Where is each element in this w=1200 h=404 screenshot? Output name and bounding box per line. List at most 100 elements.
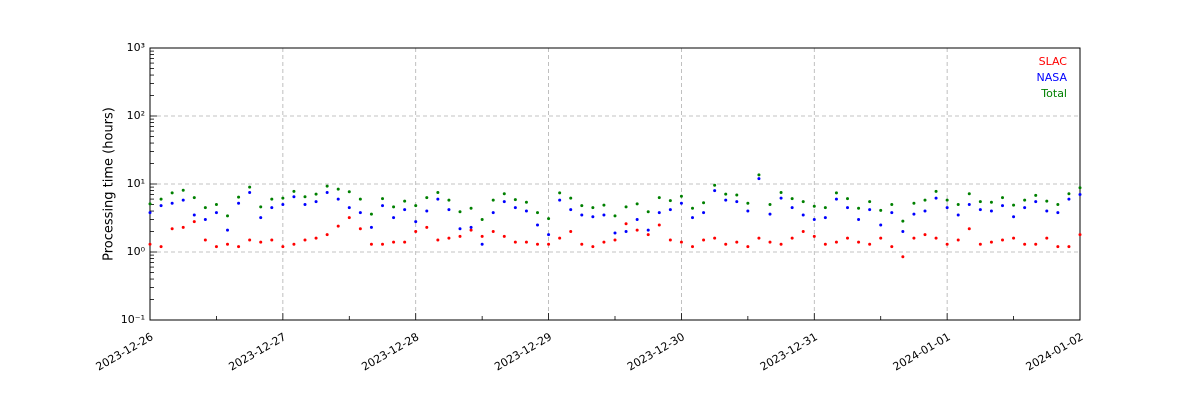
data-point [436,190,440,194]
data-point [569,196,573,200]
legend-label: NASA [1037,71,1068,84]
data-point [823,242,827,246]
data-point [879,236,883,240]
data-point [691,245,694,249]
data-point [635,218,639,222]
data-point [270,238,274,242]
data-point [668,238,672,242]
data-point [547,242,551,246]
data-point [1045,199,1049,203]
data-point [846,236,849,240]
data-point [602,240,606,244]
legend-label: SLAC [1039,55,1068,68]
data-point [945,242,949,246]
data-point [1067,192,1071,196]
data-point [159,197,163,201]
data-point [1001,196,1004,200]
data-point [414,230,418,234]
data-point [1034,193,1038,197]
data-point [436,238,440,242]
data-point [857,206,861,210]
data-point [358,227,362,231]
data-point [801,230,805,234]
data-point [403,199,407,203]
data-point [646,233,650,237]
data-point [414,220,418,224]
data-point [912,212,916,216]
data-point [259,205,263,209]
data-point [392,205,396,209]
data-point [1023,206,1027,210]
data-point [248,190,252,194]
data-point [358,211,362,215]
data-point [901,230,905,234]
data-point [192,196,196,200]
data-point [1001,204,1004,208]
data-point [812,204,816,208]
data-point [890,211,894,215]
data-point [203,206,207,210]
data-point [890,245,894,249]
data-point [868,242,872,246]
data-point [713,236,717,240]
data-point [646,228,650,232]
data-point [181,225,185,229]
plot-frame [149,47,1081,321]
data-point [281,245,285,249]
data-point [624,222,628,226]
legend-label: Total [1040,87,1067,100]
data-point [602,203,606,207]
data-point [679,240,683,244]
data-point [580,213,584,217]
data-point [292,189,296,193]
data-point [912,201,916,205]
data-point [624,205,628,209]
data-point [967,192,971,196]
data-point [469,228,473,232]
data-point [314,200,318,204]
data-point [536,211,539,215]
data-point [192,213,196,217]
data-point [1012,203,1016,207]
data-point [790,236,794,240]
data-point [203,218,207,222]
data-point [458,227,462,231]
data-point [657,223,661,227]
data-point [735,193,739,197]
data-point [679,194,683,198]
data-point [1034,242,1038,246]
data-point [203,238,207,242]
x-tick-label: 2024-01-02 [1024,330,1086,373]
data-point [591,206,595,210]
data-point [923,209,927,213]
data-point [768,212,772,216]
data-point [524,209,528,213]
data-point [447,236,451,240]
data-point [624,230,628,234]
data-point [1067,245,1071,249]
data-point [580,242,584,246]
data-point [779,190,783,194]
data-point [403,208,407,212]
data-point [347,216,351,220]
y-tick-label: 10¹ [127,177,145,190]
data-point [1045,236,1049,240]
data-point [934,196,938,200]
data-point [303,202,307,206]
data-point [292,242,296,246]
data-point [945,206,949,210]
data-point [823,216,827,220]
data-point [923,198,927,202]
data-point [868,208,872,212]
data-point [336,187,340,191]
data-point [336,224,340,228]
data-point [768,240,772,244]
data-point [170,191,174,195]
data-point [325,184,329,188]
data-point [613,214,617,218]
data-point [801,200,805,204]
data-point [325,233,329,237]
data-point [1056,245,1060,249]
data-point [790,206,794,210]
